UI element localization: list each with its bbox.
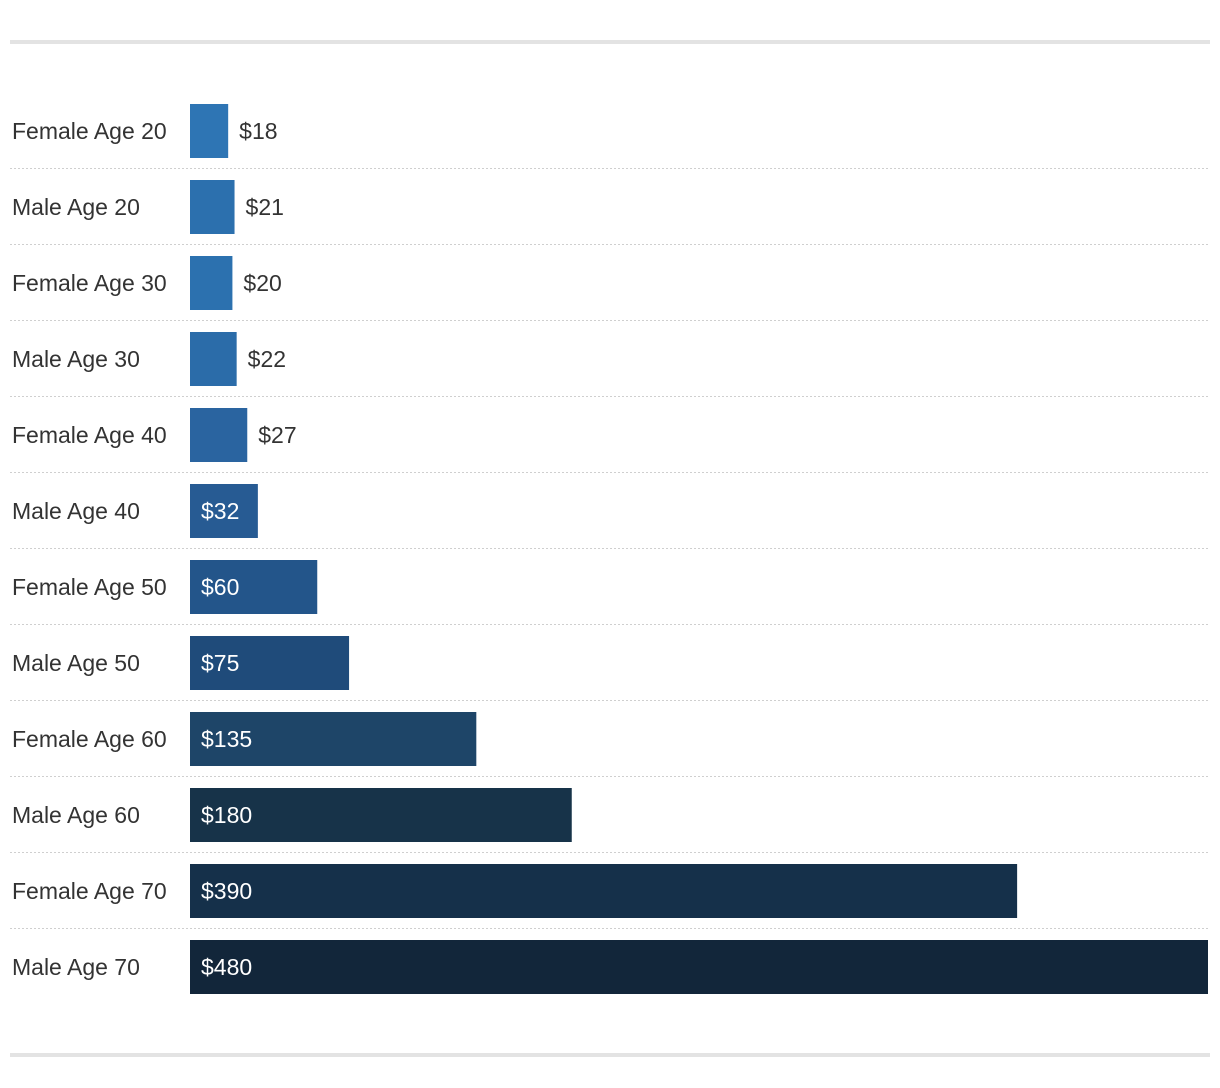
bar-row: Male Age 30 $22: [10, 332, 1208, 397]
category-label: Male Age 20: [12, 194, 140, 220]
value-label: $22: [248, 346, 286, 372]
bar: [190, 180, 235, 234]
value-label: $20: [243, 270, 281, 296]
category-label: Female Age 30: [12, 270, 167, 296]
value-label: $180: [201, 802, 252, 828]
value-label: $75: [201, 650, 239, 676]
category-label: Female Age 40: [12, 422, 167, 448]
category-label: Male Age 30: [12, 346, 140, 372]
bar-row: Male Age 20 $21: [10, 180, 1208, 245]
value-label: $18: [239, 118, 277, 144]
bar-row: Male Age 60 $180: [10, 788, 1208, 853]
bar: [190, 560, 318, 614]
category-label: Male Age 50: [12, 650, 140, 676]
bar: [190, 332, 237, 386]
bar-row: Female Age 60 $135: [10, 712, 1208, 777]
category-label: Male Age 40: [12, 498, 140, 524]
value-label: $135: [201, 726, 252, 752]
top-divider: [10, 40, 1210, 44]
bar: [190, 940, 1208, 994]
bar: [190, 484, 258, 538]
value-label: $21: [246, 194, 284, 220]
bottom-divider: [10, 1053, 1210, 1057]
category-label: Male Age 70: [12, 954, 140, 980]
bar: [190, 712, 477, 766]
bar: [190, 104, 229, 158]
bar-row: Male Age 50 $75: [10, 636, 1208, 701]
value-label: $390: [201, 878, 252, 904]
bar: [190, 636, 350, 690]
category-label: Female Age 60: [12, 726, 167, 752]
bar: [190, 256, 233, 310]
category-label: Female Age 20: [12, 118, 167, 144]
bar: [190, 864, 1018, 918]
bar: [190, 788, 572, 842]
value-label: $27: [258, 422, 296, 448]
bar-row: Female Age 50 $60: [10, 560, 1208, 625]
bar-row: Female Age 20 $18: [10, 104, 1208, 169]
value-label: $480: [201, 954, 252, 980]
bar: [190, 408, 248, 462]
bar-row: Male Age 40 $32: [10, 484, 1208, 549]
value-label: $32: [201, 498, 239, 524]
category-label: Female Age 50: [12, 574, 167, 600]
bar-row: Female Age 40 $27: [10, 408, 1208, 473]
bar-row: Male Age 70 $480: [12, 940, 1208, 994]
category-label: Male Age 60: [12, 802, 140, 828]
value-label: $60: [201, 574, 239, 600]
category-label: Female Age 70: [12, 878, 167, 904]
bar-row: Female Age 30 $20: [10, 256, 1208, 321]
bar-row: Female Age 70 $390: [10, 864, 1208, 929]
